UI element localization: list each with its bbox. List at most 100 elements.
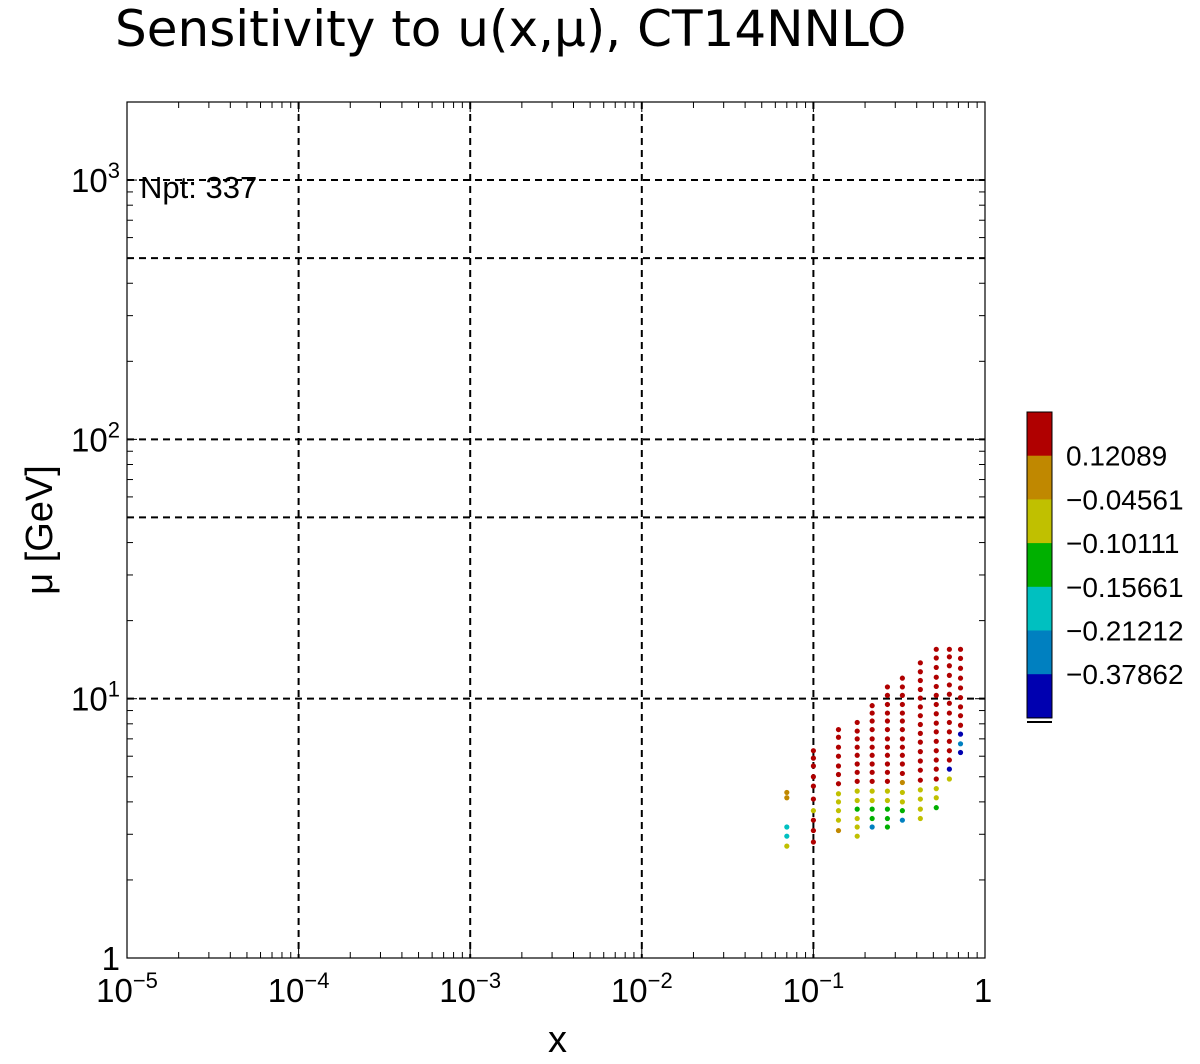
data-point bbox=[835, 791, 842, 797]
data-point bbox=[810, 827, 817, 834]
data-point bbox=[854, 719, 860, 726]
data-point bbox=[810, 783, 817, 789]
data-point bbox=[854, 824, 860, 830]
data-point bbox=[884, 824, 891, 830]
data-point bbox=[917, 806, 923, 812]
colorbar-segment bbox=[1027, 499, 1052, 544]
colorbar-label: −0.04561 bbox=[1066, 484, 1184, 515]
colorbar-segment bbox=[1027, 543, 1052, 588]
data-point bbox=[917, 721, 923, 728]
data-point bbox=[946, 776, 952, 782]
data-point bbox=[784, 824, 790, 830]
data-point bbox=[957, 741, 964, 747]
data-point bbox=[899, 744, 905, 750]
data-point bbox=[884, 692, 891, 698]
data-point bbox=[810, 763, 817, 769]
data-point bbox=[854, 833, 860, 839]
data-point bbox=[957, 694, 964, 701]
data-point bbox=[810, 774, 817, 780]
data-point bbox=[869, 815, 875, 822]
data-point bbox=[810, 796, 817, 802]
data-point bbox=[957, 665, 964, 671]
data-point bbox=[917, 713, 923, 719]
colorbar-segment bbox=[1027, 674, 1052, 719]
chart-title: Sensitivity to u(x,μ), CT14NNLO bbox=[115, 0, 906, 58]
data-point bbox=[917, 767, 923, 773]
data-point bbox=[946, 682, 952, 688]
data-point bbox=[946, 663, 952, 669]
data-point bbox=[810, 817, 817, 823]
y-tick-label: 103 bbox=[71, 158, 120, 199]
data-point bbox=[917, 796, 923, 802]
data-point bbox=[884, 736, 891, 742]
data-point bbox=[884, 684, 891, 690]
data-point bbox=[854, 736, 860, 742]
data-point bbox=[884, 726, 891, 733]
data-point bbox=[869, 824, 875, 830]
data-point bbox=[835, 726, 842, 733]
data-point bbox=[933, 664, 939, 671]
data-point bbox=[933, 701, 939, 708]
data-point bbox=[835, 817, 842, 823]
npt-annotation: Npt: 337 bbox=[140, 170, 257, 205]
data-point bbox=[933, 805, 939, 811]
y-axis-label: μ [GeV] bbox=[19, 465, 61, 595]
data-point bbox=[869, 769, 875, 775]
data-point bbox=[810, 755, 817, 761]
data-point bbox=[957, 675, 964, 681]
data-point bbox=[884, 815, 891, 822]
data-point bbox=[884, 769, 891, 775]
data-point bbox=[854, 778, 860, 784]
data-point bbox=[917, 758, 923, 764]
data-point bbox=[917, 695, 923, 701]
data-point bbox=[946, 700, 952, 706]
data-point bbox=[933, 786, 939, 792]
data-point bbox=[899, 779, 905, 786]
data-point bbox=[869, 736, 875, 742]
data-point bbox=[835, 734, 842, 740]
data-point bbox=[835, 744, 842, 750]
data-point bbox=[784, 789, 790, 796]
data-point bbox=[946, 719, 952, 726]
data-point bbox=[835, 763, 842, 769]
data-point bbox=[884, 806, 891, 812]
data-point bbox=[810, 839, 817, 845]
data-point bbox=[884, 797, 891, 804]
data-point bbox=[854, 788, 860, 794]
colorbar-frame bbox=[1026, 411, 1053, 719]
data-point bbox=[899, 817, 905, 823]
data-point bbox=[899, 710, 905, 716]
data-point bbox=[917, 660, 923, 666]
data-point bbox=[869, 752, 875, 758]
data-point bbox=[917, 815, 923, 822]
data-point bbox=[917, 787, 923, 793]
data-point bbox=[884, 744, 891, 750]
data-point bbox=[917, 669, 923, 675]
data-point bbox=[917, 739, 923, 745]
data-point bbox=[854, 797, 860, 804]
y-tick-labels: 1 101 102 103 bbox=[71, 158, 120, 977]
data-point bbox=[869, 726, 875, 733]
colorbar-label: −0.15661 bbox=[1066, 572, 1184, 603]
x-tick-label: 1 bbox=[974, 972, 992, 1009]
data-point bbox=[933, 748, 939, 754]
data-point bbox=[933, 683, 939, 690]
data-point bbox=[899, 799, 905, 805]
data-point bbox=[869, 761, 875, 767]
x-axis-label: x bbox=[548, 1019, 567, 1061]
grid-lines bbox=[127, 102, 985, 958]
data-point bbox=[946, 729, 952, 735]
data-point bbox=[946, 691, 952, 697]
data-point bbox=[784, 843, 790, 849]
data-point bbox=[784, 795, 790, 801]
minor-ticks bbox=[126, 101, 985, 959]
data-point bbox=[884, 788, 891, 794]
data-point bbox=[933, 646, 939, 652]
data-point bbox=[917, 730, 923, 736]
data-point bbox=[946, 654, 952, 660]
colorbar: 0.12089 −0.04561 −0.10111 −0.15661 −0.21212 −… bbox=[1026, 411, 1184, 723]
data-point bbox=[899, 770, 905, 777]
data-point bbox=[899, 726, 905, 733]
data-point bbox=[869, 703, 875, 709]
